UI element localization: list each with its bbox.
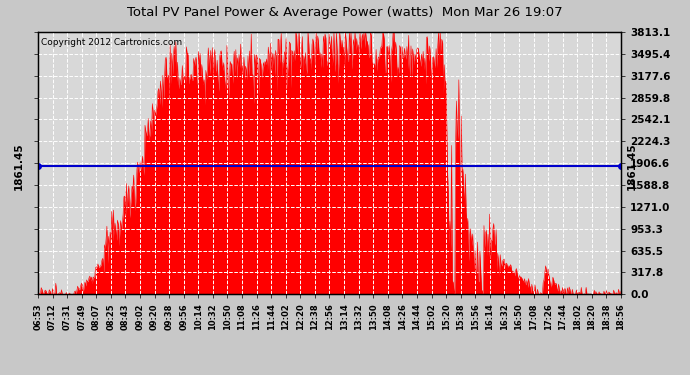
Text: Copyright 2012 Cartronics.com: Copyright 2012 Cartronics.com <box>41 39 182 48</box>
Text: 1861.45: 1861.45 <box>13 142 23 190</box>
Text: Total PV Panel Power & Average Power (watts)  Mon Mar 26 19:07: Total PV Panel Power & Average Power (wa… <box>127 6 563 19</box>
Text: 1861.45: 1861.45 <box>627 142 637 190</box>
